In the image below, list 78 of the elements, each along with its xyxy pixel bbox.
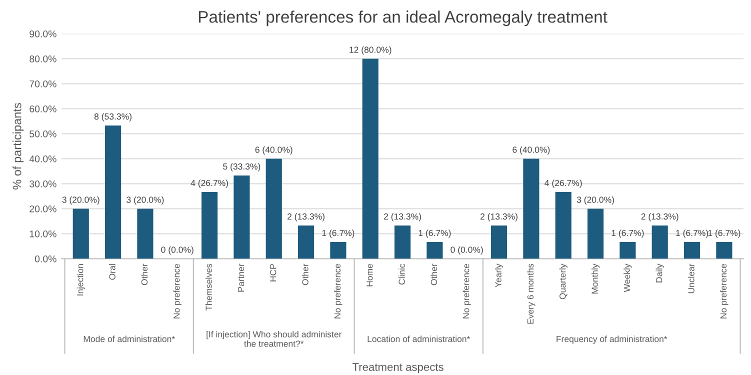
data-label: 1 (6.7%) <box>418 230 451 238</box>
data-label: 3 (20.0%) <box>576 196 614 205</box>
chart-title: Patients' preferences for an ideal Acromegaly treatment <box>198 10 608 26</box>
data-label: 5 (33.3%) <box>223 163 260 172</box>
bar <box>523 158 540 259</box>
y-tick-label: 10.0% <box>30 230 56 238</box>
bar <box>330 242 346 259</box>
data-label: 6 (40.0%) <box>512 146 550 155</box>
data-label: 2 (13.3%) <box>480 213 518 222</box>
bar <box>620 242 636 259</box>
y-tick-label: 80.0% <box>30 55 56 62</box>
bar <box>587 208 604 259</box>
x-tick-label: Other <box>302 264 308 286</box>
y-tick-label: 90.0% <box>30 30 56 38</box>
data-label: 1 (6.7%) <box>676 230 708 238</box>
data-label: 1 (6.7%) <box>708 230 740 238</box>
x-tick-label: Other <box>430 264 438 286</box>
y-tick-label: 50.0% <box>30 130 56 138</box>
bar <box>72 208 89 259</box>
data-label: 2 (13.3%) <box>288 213 324 222</box>
x-tick-label: Themselves <box>205 264 212 311</box>
x-tick-label: HCP <box>270 264 276 282</box>
bar <box>716 242 732 259</box>
bar <box>362 58 378 259</box>
x-tick-label: No preference <box>334 264 342 318</box>
x-tick-label: Other <box>141 264 148 286</box>
x-axis-title: Treatment aspects <box>352 363 444 374</box>
x-tick-label: No preference <box>173 264 182 318</box>
data-label: 4 (26.7%) <box>190 180 228 188</box>
x-tick-label: Every 6 months <box>527 264 536 324</box>
data-label: 12 (80.0%) <box>350 46 392 55</box>
x-tick-label: Clinic <box>398 264 405 285</box>
bar <box>202 192 218 259</box>
bar <box>684 242 700 259</box>
data-label: 2 (13.3%) <box>384 213 421 222</box>
text: [If injection] Who should administer the treatment?* <box>206 330 342 347</box>
y-tick-label: 70.0% <box>30 80 56 88</box>
x-tick-label: Injection <box>76 264 85 296</box>
data-label: 3 (20.0%) <box>126 196 164 205</box>
data-label: 0 (0.0%) <box>161 246 194 255</box>
data-label: 1 (6.7%) <box>322 230 354 238</box>
bar <box>234 176 250 259</box>
text: Mode of administration* <box>84 336 175 342</box>
y-tick-label: 0.0% <box>34 255 56 262</box>
x-tick-label: Home <box>366 264 373 286</box>
data-label: 1 (6.7%) <box>612 230 644 238</box>
x-tick-label: No preference <box>720 264 728 318</box>
x-tick-label: Weekly <box>624 264 632 292</box>
x-tick-label: Partner <box>238 264 244 292</box>
x-tick-label: Quarterly <box>559 264 568 300</box>
y-tick-label: 30.0% <box>30 180 56 188</box>
text: Location of administration* <box>368 336 470 342</box>
bar <box>426 242 443 259</box>
bar <box>490 226 508 259</box>
x-tick-label: Yearly <box>494 264 504 288</box>
bar <box>394 226 411 259</box>
x-tick-label: Monthly <box>591 264 600 294</box>
bar <box>266 158 282 259</box>
bar <box>298 226 314 259</box>
x-tick-label: No preference <box>462 264 471 318</box>
y-tick-label: 20.0% <box>30 205 56 212</box>
bar <box>105 126 122 259</box>
bar <box>652 226 668 259</box>
y-axis-title: % of participants <box>12 103 24 190</box>
data-label: 2 (13.3%) <box>641 213 678 222</box>
x-tick-label: Unclear <box>688 264 694 294</box>
data-label: 4 (26.7%) <box>544 180 582 188</box>
y-tick-label: 60.0% <box>30 105 56 112</box>
data-label: 6 (40.0%) <box>255 146 292 155</box>
x-tick-label: Daily <box>656 264 664 282</box>
y-tick-label: 40.0% <box>29 155 56 162</box>
data-label: 0 (0.0%) <box>450 246 483 255</box>
data-label: 3 (20.0%) <box>62 196 100 205</box>
bar <box>137 208 154 259</box>
text: Frequency of administration* <box>556 336 668 344</box>
bar <box>555 192 572 259</box>
data-label: 8 (53.3%) <box>94 113 132 122</box>
x-tick-label: Oral <box>108 264 116 280</box>
